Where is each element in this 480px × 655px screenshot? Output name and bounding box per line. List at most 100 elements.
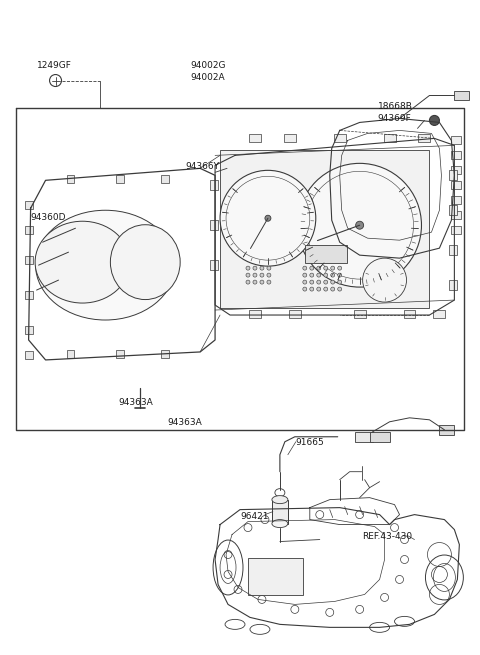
- Bar: [451, 212, 461, 219]
- Bar: [449, 205, 457, 215]
- Circle shape: [265, 215, 271, 221]
- Circle shape: [267, 273, 271, 277]
- Bar: [455, 90, 469, 100]
- Circle shape: [310, 266, 314, 270]
- Text: REF.43-430: REF.43-430: [361, 532, 412, 540]
- Bar: [24, 201, 33, 209]
- Bar: [24, 351, 33, 359]
- Bar: [334, 134, 346, 142]
- Circle shape: [303, 280, 307, 284]
- Bar: [370, 432, 390, 441]
- Circle shape: [317, 280, 321, 284]
- Bar: [451, 136, 461, 144]
- Text: 94002G: 94002G: [190, 60, 226, 69]
- Bar: [451, 166, 461, 174]
- Circle shape: [324, 266, 328, 270]
- Bar: [24, 326, 33, 334]
- Circle shape: [338, 287, 342, 291]
- Bar: [210, 220, 218, 230]
- Circle shape: [317, 287, 321, 291]
- Bar: [210, 180, 218, 191]
- Circle shape: [338, 266, 342, 270]
- Bar: [220, 151, 430, 308]
- Text: 91665: 91665: [296, 438, 324, 447]
- Text: 94363A: 94363A: [119, 398, 153, 407]
- Bar: [451, 196, 461, 204]
- Bar: [67, 176, 74, 183]
- Circle shape: [220, 170, 316, 266]
- Bar: [116, 176, 124, 183]
- Circle shape: [310, 280, 314, 284]
- Circle shape: [324, 280, 328, 284]
- Circle shape: [253, 280, 257, 284]
- Circle shape: [253, 273, 257, 277]
- Text: 94360D: 94360D: [31, 214, 66, 222]
- Bar: [161, 350, 169, 358]
- Bar: [161, 176, 169, 183]
- Circle shape: [303, 266, 307, 270]
- Text: 94002A: 94002A: [190, 73, 225, 81]
- Circle shape: [303, 273, 307, 277]
- Bar: [419, 134, 431, 142]
- Bar: [24, 256, 33, 264]
- Bar: [449, 280, 457, 290]
- Text: 94366Y: 94366Y: [185, 162, 219, 172]
- Ellipse shape: [272, 519, 288, 527]
- Bar: [210, 260, 218, 270]
- Circle shape: [310, 287, 314, 291]
- Ellipse shape: [110, 225, 180, 299]
- Circle shape: [298, 163, 421, 287]
- Bar: [24, 291, 33, 299]
- Bar: [67, 350, 74, 358]
- Bar: [116, 350, 124, 358]
- Circle shape: [317, 266, 321, 270]
- Bar: [249, 134, 261, 142]
- Circle shape: [430, 115, 439, 125]
- Bar: [384, 134, 396, 142]
- Circle shape: [303, 287, 307, 291]
- Text: 96421: 96421: [240, 512, 268, 521]
- Bar: [305, 245, 347, 263]
- Ellipse shape: [272, 496, 288, 504]
- Bar: [249, 310, 261, 318]
- Circle shape: [253, 266, 257, 270]
- Circle shape: [338, 280, 342, 284]
- Bar: [451, 181, 461, 189]
- Circle shape: [363, 258, 407, 302]
- Circle shape: [267, 266, 271, 270]
- Circle shape: [331, 273, 335, 277]
- Circle shape: [260, 280, 264, 284]
- Circle shape: [246, 280, 250, 284]
- Circle shape: [246, 266, 250, 270]
- Circle shape: [331, 266, 335, 270]
- Ellipse shape: [35, 221, 130, 303]
- Ellipse shape: [36, 210, 175, 320]
- Circle shape: [317, 273, 321, 277]
- Bar: [433, 310, 445, 318]
- Bar: [289, 310, 301, 318]
- Circle shape: [356, 221, 364, 229]
- Circle shape: [331, 280, 335, 284]
- Bar: [451, 226, 461, 234]
- Bar: [354, 310, 366, 318]
- Circle shape: [324, 287, 328, 291]
- Bar: [355, 432, 372, 441]
- Bar: [248, 557, 303, 595]
- Bar: [449, 245, 457, 255]
- Circle shape: [324, 273, 328, 277]
- Text: 1249GF: 1249GF: [36, 60, 72, 69]
- Bar: [24, 226, 33, 234]
- Bar: [284, 134, 296, 142]
- Bar: [439, 425, 455, 435]
- Circle shape: [331, 287, 335, 291]
- Circle shape: [246, 273, 250, 277]
- Text: 18668B: 18668B: [378, 102, 412, 111]
- Bar: [404, 310, 416, 318]
- Circle shape: [310, 273, 314, 277]
- Circle shape: [267, 280, 271, 284]
- Circle shape: [260, 266, 264, 270]
- Text: 94369F: 94369F: [378, 115, 411, 123]
- Text: 94363A: 94363A: [168, 418, 203, 427]
- Circle shape: [260, 273, 264, 277]
- Bar: [272, 500, 288, 523]
